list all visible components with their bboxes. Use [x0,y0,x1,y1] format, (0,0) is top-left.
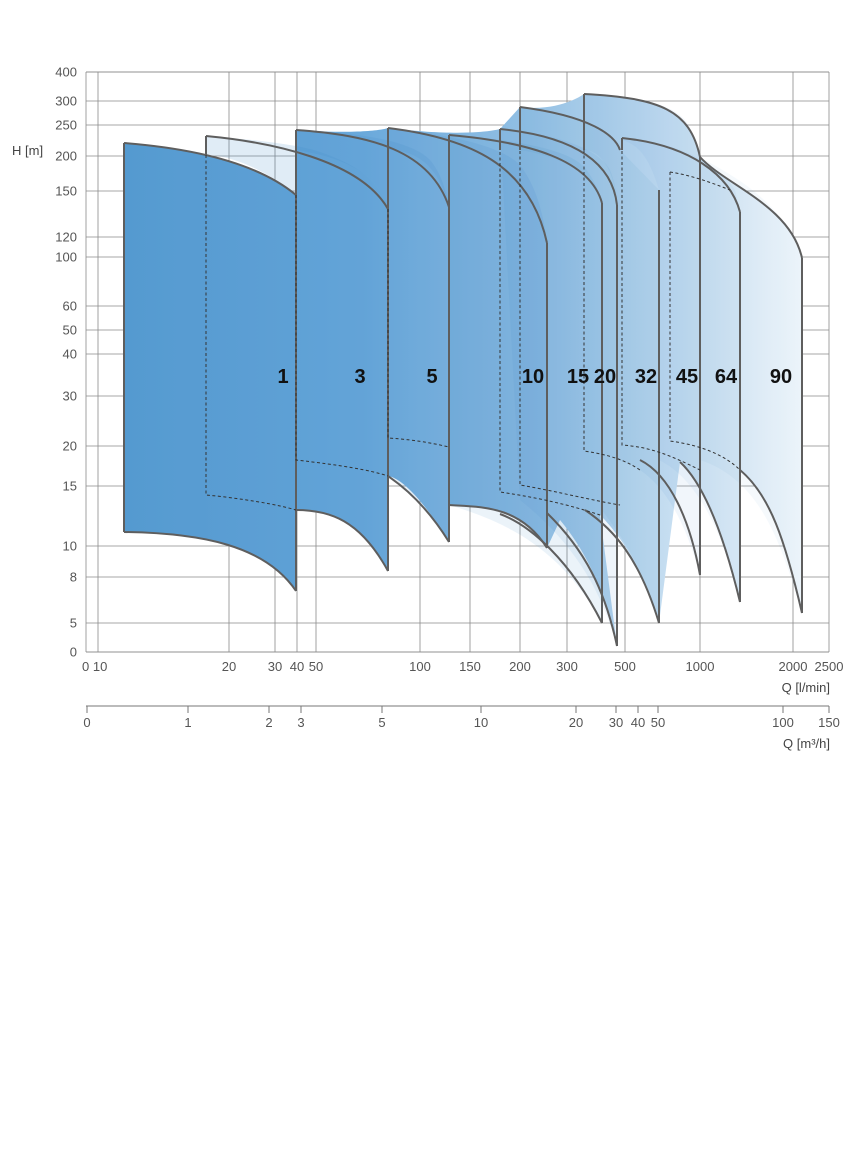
series-max-curve-20 [499,128,618,206]
series-max-curve-15 [448,134,603,204]
series-label-64: 64 [715,366,738,388]
series-limit-curve-64 [679,212,741,603]
performance-envelope [124,94,802,646]
series-area-32 [520,107,659,623]
min-stage-dashed-line [499,130,601,516]
series-limit-curve-15 [499,203,603,624]
x2-axis-title: Q [m³/h] [783,736,830,751]
series-label-15: 15 [567,366,589,388]
y-tick-label: 250 [55,118,77,133]
x2-tick-label: 20 [569,715,583,730]
series-area-45 [584,94,700,575]
min-stage-dashed-line [669,171,731,191]
series-area-64 [622,138,740,602]
x-tick-label: 300 [556,659,578,674]
min-stage-dashed-line [621,140,701,471]
series-limit-curve-45 [639,157,701,576]
x2-tick-label: 50 [651,715,665,730]
series-max-curve-64 [621,137,741,213]
y-tick-label: 15 [63,479,77,494]
min-stage-dashed-line [205,155,297,511]
y-tick-label: 200 [55,149,77,164]
x2-tick-label: 40 [631,715,645,730]
model-labels: 1 3 5 10 15 20 32 45 64 90 [277,366,792,388]
series-area-10 [388,128,547,548]
y-tick-label: 150 [55,184,77,199]
axes: H [m] Q [l/min] Q [m³/h] 058101520304050… [12,65,843,752]
y-tick-label: 8 [70,570,77,585]
min-stage-dashed-line [583,150,641,471]
x2-tick-label: 1 [184,715,191,730]
y-tick-label: 20 [63,439,77,454]
series-area-20 [500,129,617,646]
y-tick-label: 400 [55,65,77,80]
x-tick-label: 2000 [779,659,808,674]
series-label-5: 5 [426,366,437,388]
series-label-20: 20 [594,366,616,388]
y-axis-title: H [m] [12,143,43,158]
x-tick-label: 500 [614,659,636,674]
series-label-45: 45 [676,366,698,388]
x2-tick-label: 5 [378,715,385,730]
x-tick-label: 30 [268,659,282,674]
series-area-15 [449,135,602,623]
x2-tick-label: 10 [474,715,488,730]
x-tick-label: 2500 [815,659,844,674]
series-limit-curve-5 [387,207,450,543]
x-tick-label: 200 [509,659,531,674]
performance-curves [123,93,803,647]
series-label-32: 32 [635,366,657,388]
series-area-1 [124,143,296,591]
y-tick-label: 30 [63,389,77,404]
y-tick-label: 100 [55,250,77,265]
y-tick-label: 5 [70,616,77,631]
x-tick-label: 0 10 [82,659,107,674]
series-max-curve-5 [295,129,450,208]
series-max-curve-32 [519,106,621,151]
series-limit-curve-10 [448,243,548,549]
x-tick-label: 40 [290,659,304,674]
x2-tick-label: 2 [265,715,272,730]
y-tick-label: 120 [55,230,77,245]
series-max-curve-1 [123,142,297,196]
x2-tick-label: 100 [772,715,794,730]
min-stage-dashed-line [295,195,389,477]
series-max-curve-90 [699,156,803,259]
series-max-curve-10 [387,127,548,244]
series-limit-curve-20 [546,205,618,647]
y-tick-label: 300 [55,94,77,109]
min-stage-dashed-line [519,140,621,506]
min-stage-dashed-line [387,209,450,448]
series-label-3: 3 [354,366,365,388]
x-tick-label: 150 [459,659,481,674]
x-tick-label: 20 [222,659,236,674]
y-tick-label: 60 [63,299,77,314]
x-tick-label: 1000 [686,659,715,674]
series-limit-curve-90 [739,258,803,614]
y-tick-label: 0 [70,645,77,660]
series-label-1: 1 [277,366,288,388]
y-tick-label: 50 [63,323,77,338]
series-area-90 [700,157,802,613]
x-tick-label: 100 [409,659,431,674]
x2-tick-label: 0 [83,715,90,730]
x2-tick-label: 3 [297,715,304,730]
series-label-90: 90 [770,366,792,388]
x2-tick-label: 150 [818,715,840,730]
x-axis-title: Q [l/min] [782,680,830,695]
y-tick-label: 40 [63,347,77,362]
series-area-5 [296,130,449,542]
x2-tick-label: 30 [609,715,623,730]
y-tick-label: 10 [63,539,77,554]
x-tick-label: 50 [309,659,323,674]
series-max-curve-45 [583,93,701,158]
series-limit-curve-32 [584,190,660,624]
series-limit-curve-3 [295,209,389,572]
series-label-10: 10 [522,366,544,388]
